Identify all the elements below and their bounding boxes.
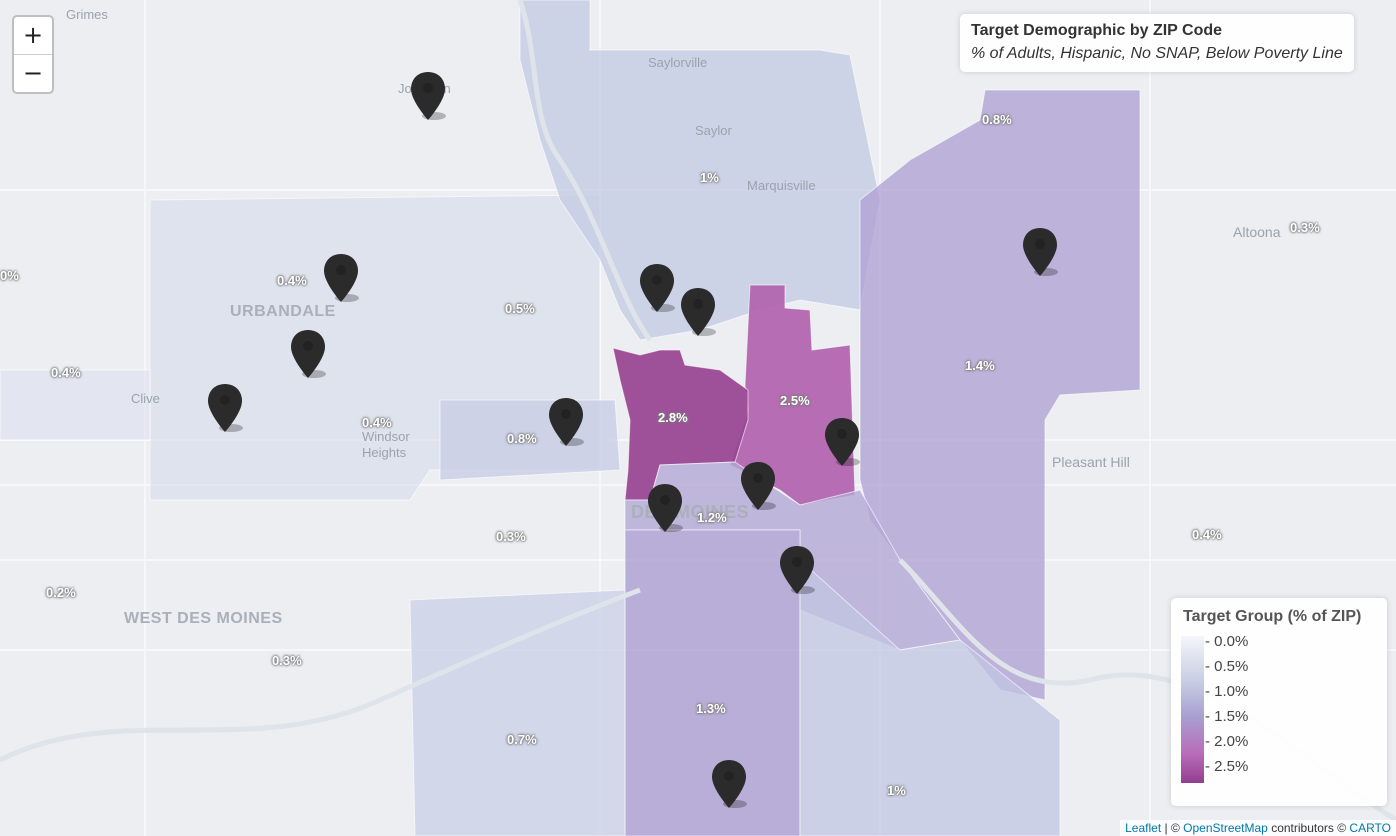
zoom-in-button[interactable]: + xyxy=(14,17,52,55)
map-marker-pin-icon[interactable] xyxy=(1022,226,1062,278)
zip-label: 0.8% xyxy=(982,112,1012,127)
attribution-contributors: contributors © xyxy=(1271,821,1347,835)
place-pleasant-hill: Pleasant Hill xyxy=(1052,454,1130,470)
place-saylor: Saylor xyxy=(695,123,732,138)
attribution: Leaflet | © OpenStreetMap contributors ©… xyxy=(1120,820,1396,836)
zip-label: 0.2% xyxy=(46,585,76,600)
zip-label: 1.2% xyxy=(697,510,727,525)
zip-label: 0.8% xyxy=(507,431,537,446)
map-marker-pin-icon[interactable] xyxy=(548,396,588,448)
osm-link[interactable]: OpenStreetMap xyxy=(1183,821,1268,835)
map-marker-pin-icon[interactable] xyxy=(639,262,679,314)
place-marquisville: Marquisville xyxy=(747,178,816,193)
place-windsor-heights: Windsor Heights xyxy=(362,429,410,460)
map-marker-pin-icon[interactable] xyxy=(680,286,720,338)
map-title: Target Demographic by ZIP Code xyxy=(971,22,1223,39)
place-west-des-moines: WEST DES MOINES xyxy=(124,610,283,627)
legend-tick: - 2.0% xyxy=(1205,733,1249,750)
legend-tick: - 1.5% xyxy=(1205,708,1249,725)
zip-label: 0.3% xyxy=(496,529,526,544)
leaflet-link[interactable]: Leaflet xyxy=(1125,821,1162,835)
zip-label: 0.3% xyxy=(272,653,302,668)
place-urbandale: URBANDALE xyxy=(230,303,336,320)
zip-label: 2.5% xyxy=(780,393,810,408)
zoom-out-button[interactable]: − xyxy=(22,59,44,87)
map-subtitle: % of Adults, Hispanic, No SNAP, Below Po… xyxy=(971,45,1343,62)
map-marker-pin-icon[interactable] xyxy=(290,328,330,380)
zip-label: 1.3% xyxy=(696,701,726,716)
zip-label: 0.4% xyxy=(51,365,81,380)
legend-tick: - 1.0% xyxy=(1205,683,1249,700)
map-title-box: Target Demographic by ZIP Code % of Adul… xyxy=(960,14,1354,72)
place-altoona: Altoona xyxy=(1233,224,1281,240)
map-marker-pin-icon[interactable] xyxy=(711,758,751,810)
zip-label: 0.4% xyxy=(277,273,307,288)
zoom-control: + − xyxy=(12,15,54,94)
zip-label: 0.4% xyxy=(1192,527,1222,542)
legend-tick: - 2.5% xyxy=(1205,758,1249,775)
map-marker-pin-icon[interactable] xyxy=(207,382,247,434)
zip-label: 0% xyxy=(0,268,19,283)
zip-label: 0.3% xyxy=(1290,220,1320,235)
map-marker-pin-icon[interactable] xyxy=(779,544,819,596)
zip-label: 1% xyxy=(887,783,906,798)
map-marker-pin-icon[interactable] xyxy=(740,460,780,512)
legend-title: Target Group (% of ZIP) xyxy=(1183,608,1362,625)
legend-gradient xyxy=(1181,636,1204,783)
zip-label: 1.4% xyxy=(965,358,995,373)
legend-tick: - 0.0% xyxy=(1205,633,1249,650)
zip-label: 0.5% xyxy=(505,301,535,316)
place-clive: Clive xyxy=(131,391,160,406)
place-saylorville: Saylorville xyxy=(648,55,708,70)
place-grimes: Grimes xyxy=(66,7,108,22)
map-marker-pin-icon[interactable] xyxy=(410,70,450,122)
legend-tick: - 0.5% xyxy=(1205,658,1249,675)
legend: Target Group (% of ZIP) - 0.0% - 0.5% - … xyxy=(1171,598,1387,806)
attribution-sep: | © xyxy=(1164,821,1180,835)
zip-label: 1% xyxy=(700,170,719,185)
zip-label: 0.4% xyxy=(362,415,392,430)
map-marker-pin-icon[interactable] xyxy=(647,482,687,534)
zip-label: 2.8% xyxy=(658,410,688,425)
zip-label: 0.7% xyxy=(507,732,537,747)
map-marker-pin-icon[interactable] xyxy=(323,252,363,304)
carto-link[interactable]: CARTO xyxy=(1349,821,1391,835)
map-marker-pin-icon[interactable] xyxy=(824,416,864,468)
